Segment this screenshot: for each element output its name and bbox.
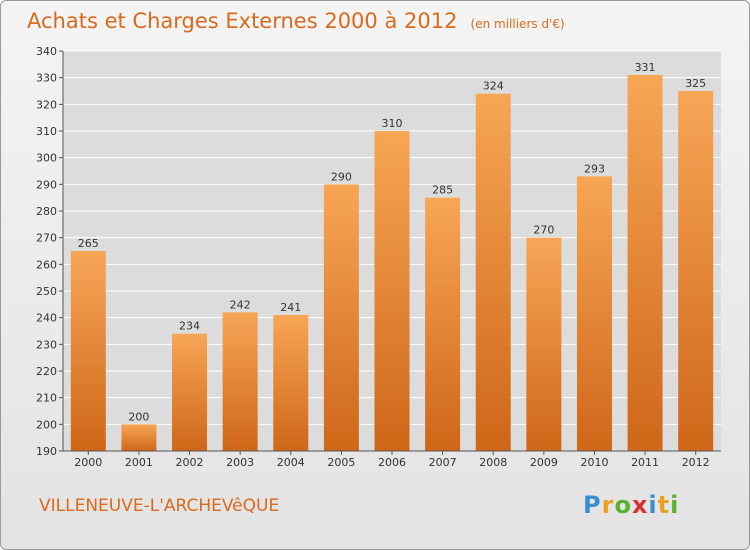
bar-value-label: 242 <box>230 298 251 311</box>
bar-value-label: 324 <box>483 80 504 93</box>
proxiti-logo: Proxiti <box>583 491 679 519</box>
logo-letter: r <box>601 491 615 519</box>
x-tick-label: 2004 <box>277 456 305 469</box>
commune-name: VILLENEUVE-L'ARCHEVêQUE <box>39 496 280 516</box>
bar <box>475 93 511 452</box>
x-tick-label: 2000 <box>74 456 102 469</box>
bar-value-label: 270 <box>533 224 554 237</box>
logo-letter: o <box>614 491 632 519</box>
logo-letter: i <box>648 491 658 519</box>
x-tick-label: 2001 <box>125 456 153 469</box>
y-tick-label: 290 <box>36 178 57 191</box>
logo-letter: x <box>631 491 649 519</box>
y-tick-label: 240 <box>36 312 57 325</box>
x-tick-label: 2011 <box>631 456 659 469</box>
x-tick-label: 2003 <box>226 456 254 469</box>
y-tick-label: 210 <box>36 392 57 405</box>
bar <box>172 333 208 451</box>
bar-value-label: 234 <box>179 320 200 333</box>
logo-letter: i <box>670 491 680 519</box>
bar-value-label: 265 <box>78 237 99 250</box>
y-tick-label: 310 <box>36 125 57 138</box>
y-tick-label: 330 <box>36 72 57 85</box>
y-tick-label: 320 <box>36 98 57 111</box>
bar <box>273 315 309 451</box>
y-tick-label: 260 <box>36 258 57 271</box>
bar-value-label: 290 <box>331 170 352 183</box>
bar <box>70 251 106 451</box>
x-tick-label: 2008 <box>479 456 507 469</box>
bars: 265 200 234 242 241 290 310 285 324 270 293 331 325 <box>70 61 714 452</box>
bar-value-label: 285 <box>432 184 453 197</box>
bar <box>627 75 663 451</box>
x-tick-label: 2007 <box>429 456 457 469</box>
bar <box>121 424 157 451</box>
y-tick-label: 280 <box>36 205 57 218</box>
bar <box>678 91 714 451</box>
x-tick-label: 2010 <box>580 456 608 469</box>
bar-value-label: 310 <box>382 117 403 130</box>
x-tick-label: 2002 <box>176 456 204 469</box>
x-axis: 2000 2001 2002 2003 2004 2005 2006 2007 2008 2009… <box>63 450 721 469</box>
y-tick-label: 300 <box>36 152 57 165</box>
bar-value-label: 331 <box>635 61 656 74</box>
bar <box>323 184 359 452</box>
chart-unit-note: (en milliers d'€) <box>470 17 565 31</box>
bar <box>526 237 562 451</box>
bar <box>222 312 258 451</box>
y-tick-label: 220 <box>36 365 57 378</box>
y-tick-label: 200 <box>36 418 57 431</box>
bar <box>576 176 612 452</box>
y-tick-label: 190 <box>36 445 57 458</box>
bar-value-label: 200 <box>128 410 149 423</box>
y-axis: 190 200 210 220 230 240 250 260 270 280 290 300 310 3… <box>36 45 64 458</box>
bar-value-label: 241 <box>280 301 301 314</box>
x-tick-label: 2006 <box>378 456 406 469</box>
bar <box>425 197 461 451</box>
y-tick-label: 250 <box>36 285 57 298</box>
x-tick-label: 2005 <box>327 456 355 469</box>
chart-title: Achats et Charges Externes 2000 à 2012 (… <box>27 9 565 33</box>
y-tick-label: 270 <box>36 232 57 245</box>
chart-title-text: Achats et Charges Externes 2000 à 2012 <box>27 9 458 33</box>
logo-letter: t <box>657 491 671 519</box>
bar-value-label: 325 <box>685 77 706 90</box>
bar-value-label: 293 <box>584 162 605 175</box>
x-tick-label: 2012 <box>682 456 710 469</box>
y-tick-label: 230 <box>36 338 57 351</box>
x-tick-label: 2009 <box>530 456 558 469</box>
logo-letter: P <box>583 491 602 519</box>
bar <box>374 131 410 451</box>
y-tick-label: 340 <box>36 45 57 58</box>
